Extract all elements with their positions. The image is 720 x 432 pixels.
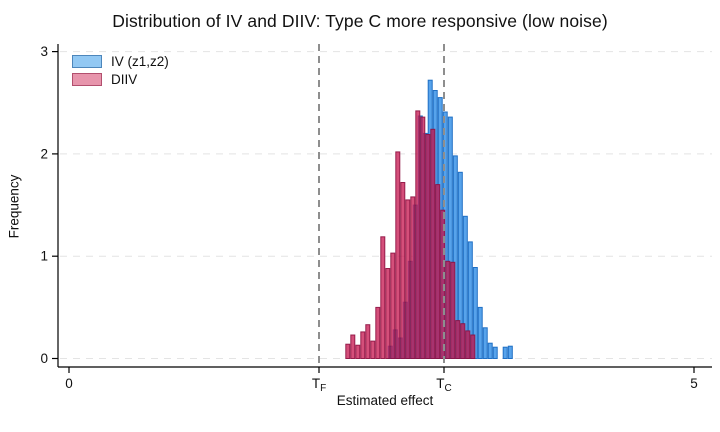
histogram-bar	[455, 320, 461, 360]
histogram-bar	[502, 346, 508, 360]
x-axis-label: Estimated effect	[336, 393, 434, 408]
legend-swatch-diiv	[72, 73, 102, 86]
legend-label-iv: IV (z1,z2)	[111, 54, 169, 69]
histogram-bar	[470, 334, 476, 359]
x-tick-label: 0	[65, 376, 73, 391]
y-tick-label: 1	[40, 249, 48, 264]
histogram-bar	[477, 306, 483, 359]
histogram-bar	[487, 342, 493, 360]
y-tick-label: 2	[40, 146, 48, 161]
y-ticks: 0 1 2 3	[40, 44, 58, 366]
histogram-bar	[410, 196, 416, 359]
histogram-bar	[405, 199, 411, 359]
legend-item-iv: IV (z1,z2)	[72, 54, 169, 69]
x-tick-label: 5	[690, 376, 698, 391]
series-diiv-bars	[345, 110, 476, 360]
histogram-bar	[460, 323, 466, 360]
y-tick-label: 0	[40, 351, 48, 366]
histogram-bar	[492, 346, 498, 360]
legend: IV (z1,z2) DIIV	[72, 54, 169, 90]
histogram-bar	[385, 268, 391, 359]
histogram-bar	[345, 343, 351, 360]
y-axis-label: Frequency	[6, 174, 22, 239]
histogram-bar	[482, 327, 488, 359]
legend-swatch-iv	[72, 55, 102, 68]
legend-item-diiv: DIIV	[72, 72, 169, 87]
histogram-bar	[435, 184, 441, 359]
chart-title: Distribution of IV and DIIV: Type C more…	[112, 11, 608, 31]
histogram-bar	[355, 344, 361, 360]
y-tick-label: 3	[40, 44, 48, 59]
histogram-bar	[360, 331, 366, 359]
histogram-bar	[380, 236, 386, 359]
histogram-bar	[445, 260, 451, 359]
histogram-bar	[465, 330, 471, 359]
x-tick-label: TF	[312, 376, 326, 394]
histogram-bar	[365, 324, 371, 360]
histogram-bar	[415, 110, 421, 360]
histogram-bar	[370, 340, 376, 360]
histogram-bar	[375, 306, 381, 359]
histogram-bar	[507, 345, 513, 360]
histogram-bar	[390, 252, 396, 360]
legend-label-diiv: DIIV	[111, 72, 138, 87]
histogram-bar	[430, 128, 436, 359]
x-tick-label: TC	[436, 376, 451, 394]
histogram-bar	[400, 182, 406, 359]
histogram-bar	[450, 261, 456, 359]
histogram-bar	[420, 116, 426, 359]
histogram-bar	[425, 134, 431, 359]
histogram-bar	[395, 151, 401, 359]
histogram-bar	[350, 334, 356, 359]
x-ticks: 0 TF TC 5	[65, 367, 698, 394]
